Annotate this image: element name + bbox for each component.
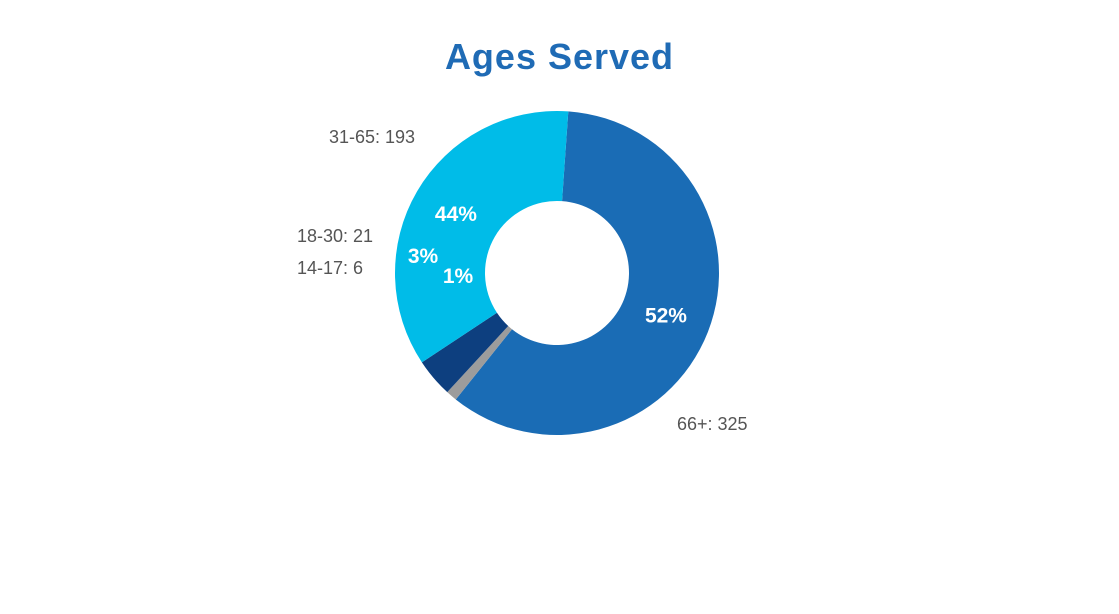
chart-title: Ages Served	[444, 36, 675, 77]
category-label-18-30: 18-30: 21	[297, 226, 373, 246]
category-label-66+: 66+: 325	[677, 414, 748, 434]
slice-18-30	[421, 312, 509, 393]
slices-group	[395, 111, 719, 436]
category-label-31-65: 31-65: 193	[329, 127, 415, 147]
slice-14-17	[447, 325, 513, 400]
pct-label-66+: 52%	[645, 305, 687, 328]
pct-label-31-65: 44%	[435, 203, 477, 226]
category-labels-group: 66+: 325 14-17: 6 18-30: 21 31-65: 193	[297, 127, 748, 434]
slice-31-65	[395, 111, 569, 363]
pct-label-14-17: 1%	[443, 265, 474, 288]
percent-labels-group: 52% 1%3% 44%	[408, 203, 688, 328]
slice-66+	[455, 111, 719, 436]
category-label-14-17: 14-17: 6	[297, 258, 363, 278]
pct-label-18-30: 3%	[408, 245, 439, 268]
